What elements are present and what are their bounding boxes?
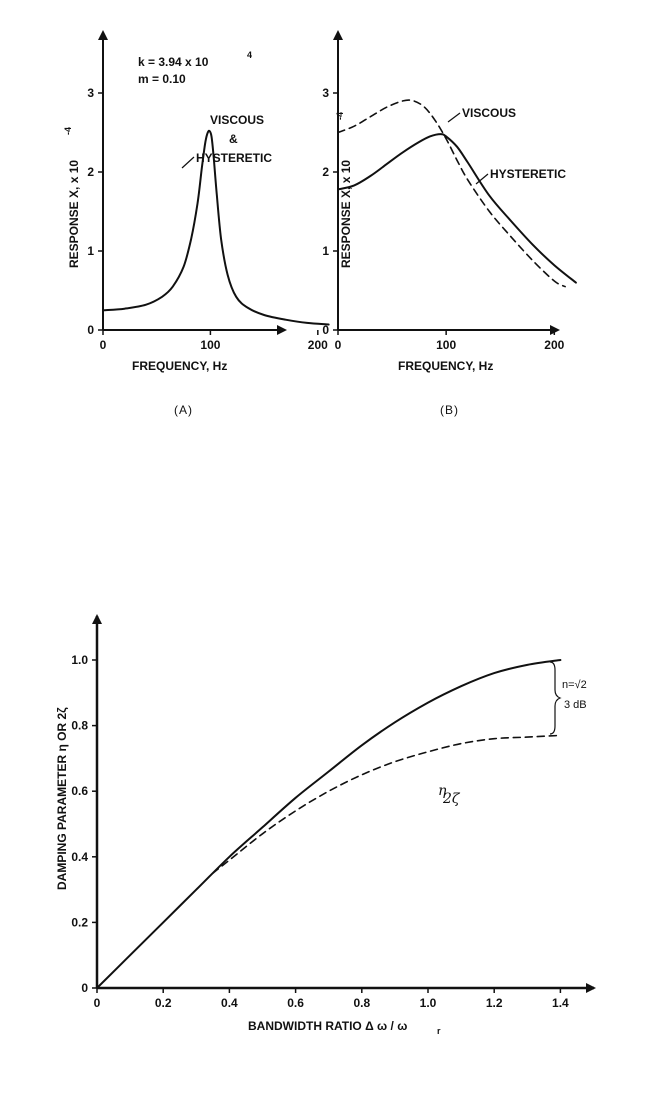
panel-c-x-axis-title: BANDWIDTH RATIO Δ ω / ω	[248, 1019, 407, 1033]
panel-a-y-axis-exponent: -4	[63, 127, 73, 135]
panel-a-y-axis-title: RESPONSE X, x 10	[67, 160, 81, 268]
panel-a-annotation-hysteretic: HYSTERETIC	[196, 151, 272, 165]
panel-b-hysteretic-leader	[475, 173, 489, 185]
panel-c-x-tick-label: 1.4	[552, 996, 569, 1010]
panel-a-y-tick-label: 2	[87, 165, 94, 179]
panel-c-y-tick-label: 0.6	[71, 784, 88, 798]
panel-a-x-tick-label: 200	[308, 338, 328, 352]
panel-c-x-axis-subscript: r	[437, 1026, 441, 1036]
panel-a-m-param: m = 0.10	[138, 72, 186, 86]
panel-b-series-line-0	[337, 99, 566, 288]
panel-b-series-label-hysteretic: HYSTERETIC	[490, 167, 566, 181]
panel-c-series-label-eta: η	[438, 783, 447, 799]
panel-a-annotation-ampersand: &	[229, 132, 238, 146]
panel-b-y-tick-label: 2	[322, 165, 329, 179]
panel-a-x-tick-label: 0	[100, 338, 107, 352]
panel-a-series	[102, 129, 330, 326]
panel-b-ticks: 0 100 200 0 1 2 3	[322, 86, 564, 352]
panel-c-series	[96, 659, 562, 989]
panel-c-bracket	[549, 661, 562, 735]
panel-a-k-exponent: 4	[247, 50, 252, 60]
panel-c-bracket-label-bottom: 3 dB	[564, 699, 587, 711]
panel-c-y-axis-title: DAMPING PARAMETER η OR 2ζ	[55, 707, 69, 890]
panel-a-x-tick-label: 100	[200, 338, 220, 352]
panel-c-y-tick-label: 0.8	[71, 719, 88, 733]
panel-c-x-tick-label: 0.2	[155, 996, 172, 1010]
panel-b-viscous-leader	[447, 112, 461, 123]
panel-a-series-line-0	[102, 129, 330, 326]
panel-c-x-tick-label: 0.6	[287, 996, 304, 1010]
panel-c-y-tick-label: 1.0	[71, 653, 88, 667]
panel-b-series-label-viscous: VISCOUS	[462, 106, 516, 120]
panel-c-x-tick-label: 0	[94, 996, 101, 1010]
panel-a-y-tick-label: 3	[87, 86, 94, 100]
panel-b-series	[337, 99, 577, 288]
panel-c-y-tick-label: 0.4	[71, 850, 88, 864]
panel-b-y-tick-label: 0	[322, 323, 329, 337]
panel-b-label: (B)	[440, 403, 459, 417]
panel-a-label: (A)	[174, 403, 193, 417]
panel-c-y-tick-label: 0	[81, 981, 88, 995]
panel-c-x-tick-label: 1.2	[486, 996, 503, 1010]
chart-panel-b: 0 100 200 0 1 2 3 VISCOUS HYSTERETIC FREQUENCY…	[322, 30, 577, 417]
panel-c-bracket-label-top: n=√2	[562, 679, 587, 691]
panel-a-annotation-leader	[181, 156, 195, 169]
panel-c-ticks: 0 0.2 0.4 0.6 0.8 1.0 1.2 1.4 0 0.2 0.4 0.6 0.8 1.0	[71, 653, 569, 1010]
panel-c-series-line-0	[96, 659, 562, 989]
panel-c-series-line-1	[212, 734, 562, 874]
panel-a-annotation-viscous: VISCOUS	[210, 113, 264, 127]
panel-b-y-tick-label: 3	[322, 86, 329, 100]
panel-a-y-tick-label: 1	[87, 244, 94, 258]
panel-b-y-tick-label: 1	[322, 244, 329, 258]
panel-c-series-label-2zeta: 2ζ	[442, 791, 461, 807]
panel-b-x-tick-label: 200	[544, 338, 564, 352]
panel-c-x-tick-label: 1.0	[420, 996, 437, 1010]
panel-c-x-tick-label: 0.4	[221, 996, 238, 1010]
panel-b-x-axis-title: FREQUENCY, Hz	[398, 359, 493, 373]
panel-a-k-param: k = 3.94 x 10	[138, 55, 209, 69]
panel-b-y-axis-title: RESPONSE X, x 10	[339, 160, 353, 268]
panel-b-x-tick-label: 100	[436, 338, 456, 352]
chart-panel-c: 0 0.2 0.4 0.6 0.8 1.0 1.2 1.4 0 0.2 0.4 0.6 0.8 1.0 η…	[55, 614, 596, 1036]
panel-c-x-tick-label: 0.8	[353, 996, 370, 1010]
panel-b-x-tick-label: 0	[335, 338, 342, 352]
panel-b-y-axis-exponent: -4	[335, 112, 345, 120]
panel-c-y-tick-label: 0.2	[71, 915, 88, 929]
panel-a-y-tick-label: 0	[87, 323, 94, 337]
panel-a-x-axis-title: FREQUENCY, Hz	[132, 359, 227, 373]
panel-b-series-line-1	[337, 133, 577, 284]
